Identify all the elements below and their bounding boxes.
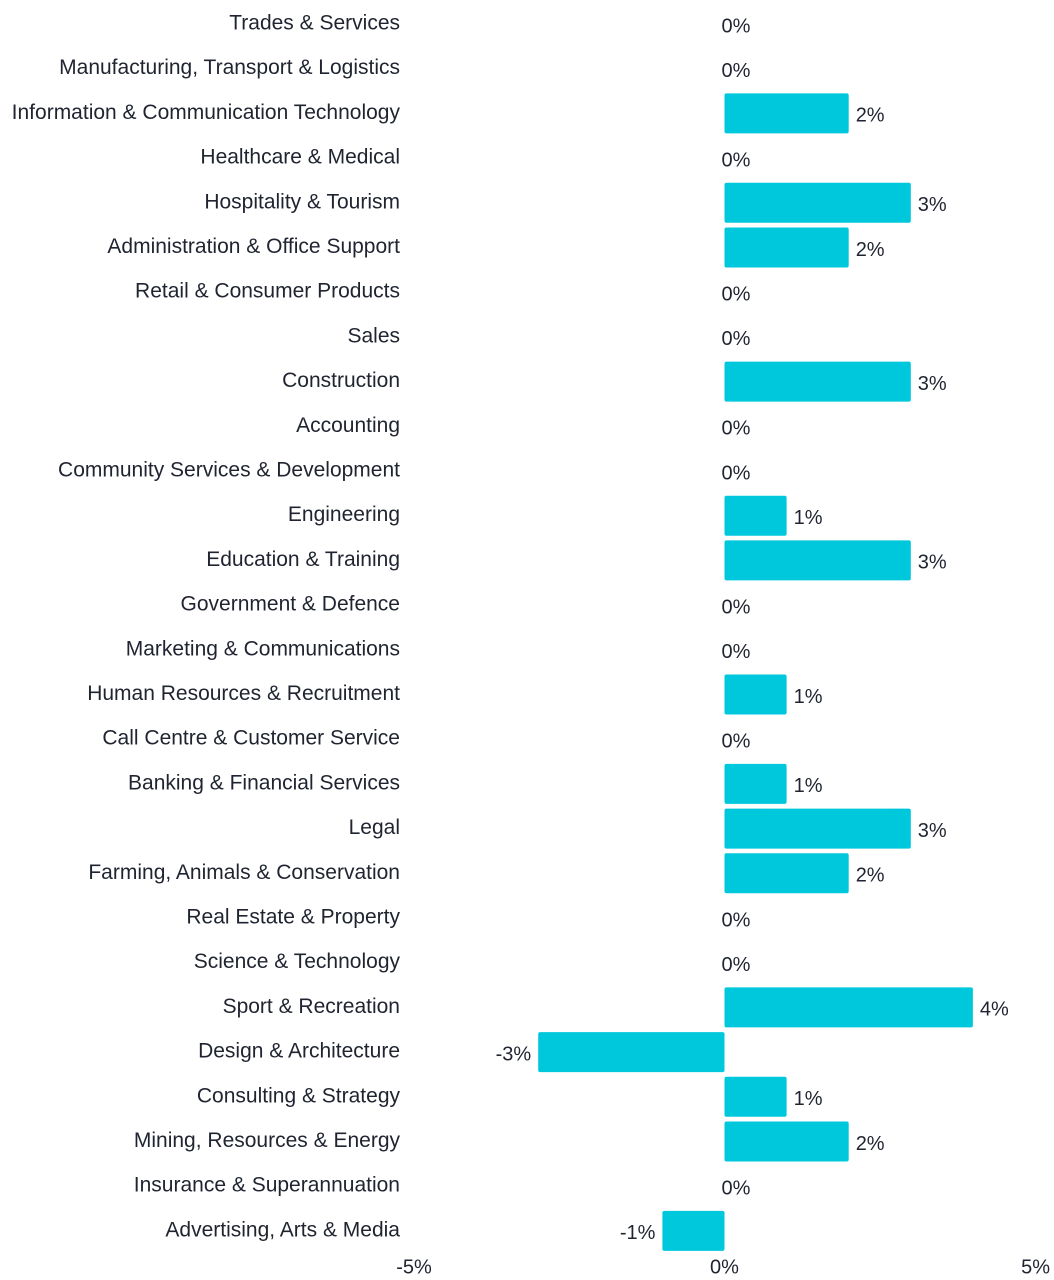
category-label: Information & Communication Technology: [12, 101, 401, 124]
bar: [724, 182, 911, 223]
category-label: Accounting: [296, 414, 400, 437]
value-label: 2%: [856, 865, 885, 887]
value-label: 0%: [722, 909, 751, 931]
bar: [724, 808, 911, 849]
category-label: Farming, Animals & Conservation: [88, 861, 400, 884]
value-label: 0%: [722, 328, 751, 350]
category-label: Real Estate & Property: [186, 906, 400, 929]
value-label: 1%: [794, 507, 823, 529]
value-label: 4%: [980, 999, 1009, 1021]
bar: [724, 93, 849, 134]
value-label: 2%: [856, 105, 885, 127]
category-label: Sport & Recreation: [223, 995, 400, 1018]
category-label: Human Resources & Recruitment: [87, 682, 400, 705]
bar: [538, 1032, 725, 1073]
value-labels: 0% 0% 2% 0% 3% 2% 0% 0% 3% 0% 0% 1% 3% 0% 0% 1% 0% 1% 3% 2%…: [496, 15, 1009, 1244]
bar: [724, 763, 787, 804]
category-label: Sales: [347, 324, 400, 347]
category-label: Legal: [349, 816, 400, 839]
category-label: Trades & Services: [229, 12, 400, 35]
category-label: Mining, Resources & Energy: [134, 1129, 401, 1152]
x-tick-label: -5%: [396, 1256, 432, 1278]
value-label: 3%: [918, 820, 947, 842]
x-axis-ticks: -5% 0% 5%: [396, 1256, 1050, 1278]
category-labels: Trades & Services Manufacturing, Transpor…: [12, 12, 401, 1242]
value-label: 0%: [722, 15, 751, 37]
value-label: 1%: [794, 1088, 823, 1110]
value-label: 0%: [722, 462, 751, 484]
category-label: Healthcare & Medical: [200, 146, 400, 169]
bar: [724, 674, 787, 715]
bar: [724, 1076, 787, 1117]
value-label: 0%: [722, 283, 751, 305]
value-label: 0%: [722, 1177, 751, 1199]
value-label: 0%: [722, 954, 751, 976]
category-label: Government & Defence: [181, 593, 400, 616]
bar: [724, 495, 787, 536]
category-label: Engineering: [288, 503, 400, 526]
value-label: 0%: [722, 418, 751, 440]
value-label: -3%: [496, 1043, 532, 1065]
value-label: 0%: [722, 641, 751, 663]
x-tick-label: 5%: [1021, 1256, 1050, 1278]
category-label: Marketing & Communications: [126, 637, 400, 660]
category-label: Call Centre & Customer Service: [102, 727, 400, 750]
value-label: 2%: [856, 1133, 885, 1155]
value-label: 3%: [918, 373, 947, 395]
category-label: Retail & Consumer Products: [135, 280, 400, 303]
bar: [724, 361, 911, 402]
bars: [538, 93, 973, 1251]
value-label: 1%: [794, 686, 823, 708]
x-tick-label: 0%: [710, 1256, 739, 1278]
category-label: Banking & Financial Services: [128, 771, 400, 794]
value-label: 2%: [856, 239, 885, 261]
category-label: Hospitality & Tourism: [204, 190, 400, 213]
value-label: 0%: [722, 149, 751, 171]
category-label: Manufacturing, Transport & Logistics: [59, 56, 400, 79]
bar: [724, 227, 849, 268]
category-label: Advertising, Arts & Media: [165, 1218, 400, 1241]
category-label: Consulting & Strategy: [197, 1084, 401, 1107]
bar: [662, 1210, 725, 1251]
value-label: 3%: [918, 552, 947, 574]
value-label: 0%: [722, 60, 751, 82]
category-label: Construction: [282, 369, 400, 392]
category-label: Science & Technology: [194, 950, 401, 973]
bar: [724, 853, 849, 894]
bar: [724, 987, 973, 1028]
value-label: 0%: [722, 596, 751, 618]
category-label: Administration & Office Support: [107, 235, 400, 258]
category-label: Insurance & Superannuation: [134, 1174, 400, 1197]
value-label: 1%: [794, 775, 823, 797]
bar: [724, 540, 911, 581]
bar: [724, 1121, 849, 1162]
value-label: -1%: [620, 1222, 656, 1244]
category-label: Community Services & Development: [58, 459, 400, 482]
category-label: Education & Training: [206, 548, 400, 571]
category-label: Design & Architecture: [198, 1040, 400, 1063]
value-label: 3%: [918, 194, 947, 216]
value-label: 0%: [722, 730, 751, 752]
